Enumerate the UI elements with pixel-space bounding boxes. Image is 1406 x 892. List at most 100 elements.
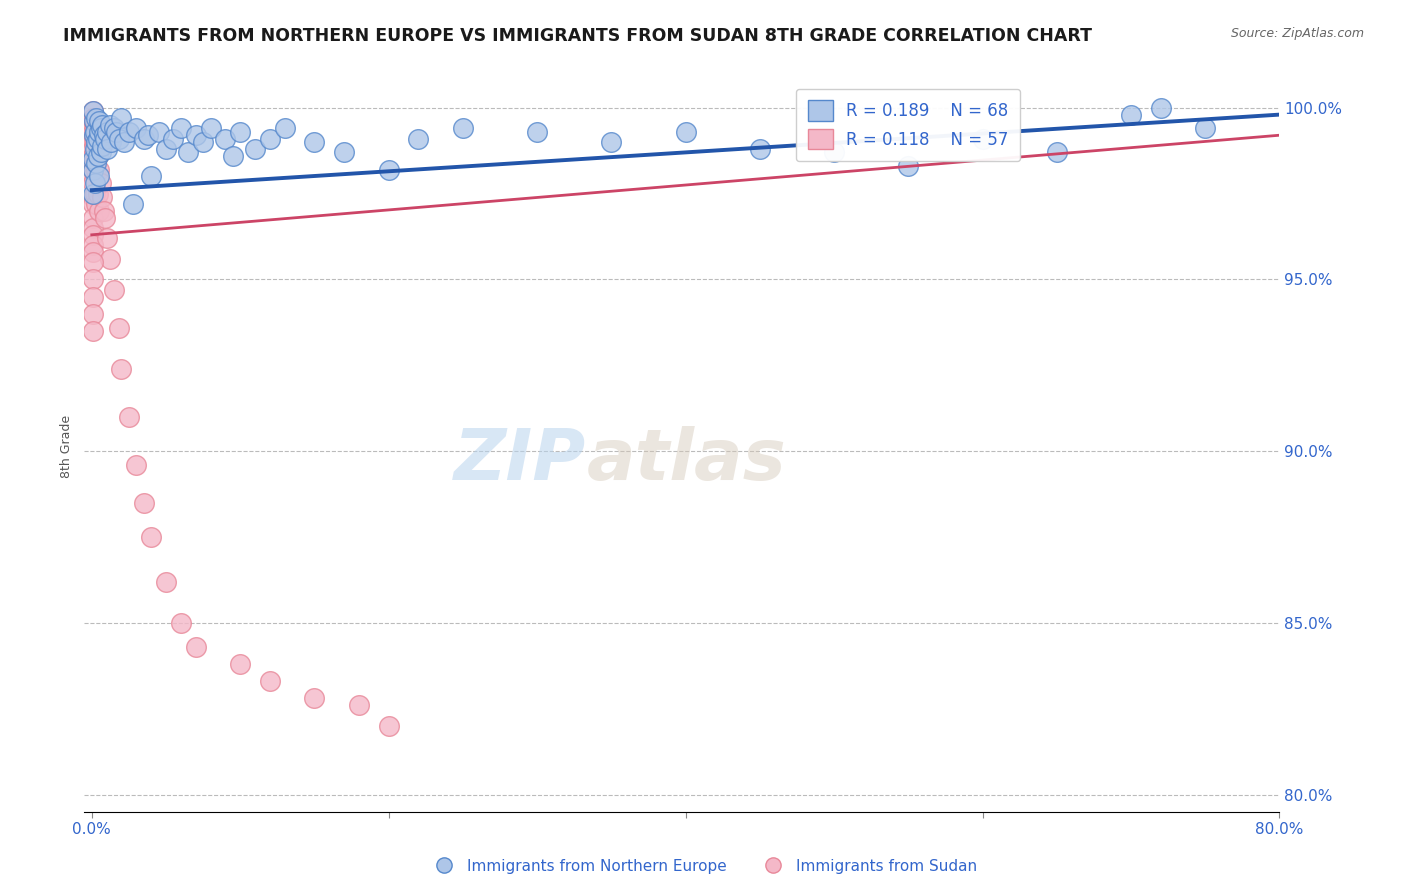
Point: [83, 142, 105, 156]
Point: [82, 176, 104, 190]
Point: [82, 211, 104, 225]
Point: [87, 131, 110, 145]
Point: [82, 155, 104, 169]
Point: [114, 135, 136, 149]
Point: [132, 496, 155, 510]
Point: [675, 125, 697, 139]
Point: [823, 145, 845, 160]
Point: [83, 125, 105, 139]
Point: [125, 458, 148, 472]
Point: [82, 135, 104, 149]
Point: [141, 169, 163, 184]
Point: [84, 142, 107, 156]
Point: [83, 176, 105, 190]
Point: [125, 121, 148, 136]
Point: [82, 227, 104, 242]
Point: [104, 125, 127, 139]
Point: [84, 155, 107, 169]
Point: [91, 118, 114, 132]
Point: [972, 131, 994, 145]
Point: [96, 142, 118, 156]
Point: [170, 615, 193, 630]
Point: [83, 135, 105, 149]
Point: [82, 121, 104, 136]
Point: [259, 131, 281, 145]
Point: [107, 131, 129, 145]
Point: [90, 176, 112, 190]
Point: [408, 131, 430, 145]
Text: atlas: atlas: [586, 426, 786, 495]
Point: [93, 203, 115, 218]
Point: [110, 361, 132, 376]
Point: [274, 121, 297, 136]
Point: [82, 153, 104, 167]
Point: [83, 128, 105, 143]
Point: [748, 142, 770, 156]
Point: [82, 255, 104, 269]
Point: [91, 190, 114, 204]
Point: [155, 142, 177, 156]
Point: [897, 159, 920, 173]
Point: [89, 169, 111, 184]
Point: [110, 111, 132, 125]
Point: [103, 283, 125, 297]
Point: [118, 409, 141, 424]
Point: [214, 131, 236, 145]
Point: [82, 131, 104, 145]
Y-axis label: 8th Grade: 8th Grade: [60, 415, 73, 477]
Point: [1119, 107, 1142, 121]
Point: [377, 719, 399, 733]
Point: [141, 530, 163, 544]
Point: [1150, 101, 1173, 115]
Point: [304, 691, 326, 706]
Point: [170, 121, 193, 136]
Point: [1194, 121, 1216, 136]
Point: [89, 114, 111, 128]
Point: [82, 238, 104, 252]
Legend: R = 0.189    N = 68, R = 0.118    N = 57: R = 0.189 N = 68, R = 0.118 N = 57: [796, 88, 1021, 161]
Point: [82, 186, 104, 201]
Point: [90, 121, 112, 136]
Point: [118, 125, 141, 139]
Point: [87, 149, 110, 163]
Point: [82, 244, 104, 259]
Point: [91, 138, 114, 153]
Text: IMMIGRANTS FROM NORTHERN EUROPE VS IMMIGRANTS FROM SUDAN 8TH GRADE CORRELATION C: IMMIGRANTS FROM NORTHERN EUROPE VS IMMIG…: [63, 27, 1092, 45]
Point: [82, 162, 104, 177]
Point: [96, 125, 118, 139]
Point: [451, 121, 474, 136]
Point: [82, 290, 104, 304]
Text: ZIP: ZIP: [454, 426, 586, 495]
Point: [526, 125, 548, 139]
Point: [200, 121, 222, 136]
Point: [90, 145, 112, 160]
Point: [94, 211, 117, 225]
Point: [83, 121, 105, 136]
Point: [82, 272, 104, 286]
Point: [89, 125, 111, 139]
Point: [82, 104, 104, 119]
Point: [83, 155, 105, 169]
Point: [136, 128, 159, 143]
Point: [229, 125, 252, 139]
Point: [84, 197, 107, 211]
Point: [83, 186, 105, 201]
Point: [82, 324, 104, 338]
Point: [377, 162, 399, 177]
Point: [82, 197, 104, 211]
Point: [93, 128, 115, 143]
Point: [82, 142, 104, 156]
Point: [98, 252, 121, 266]
Point: [184, 128, 207, 143]
Point: [84, 135, 107, 149]
Point: [600, 135, 623, 149]
Point: [333, 145, 356, 160]
Point: [82, 169, 104, 184]
Point: [191, 135, 214, 149]
Point: [304, 135, 326, 149]
Point: [259, 674, 281, 689]
Point: [162, 131, 184, 145]
Point: [82, 162, 104, 177]
Point: [82, 190, 104, 204]
Point: [98, 118, 121, 132]
